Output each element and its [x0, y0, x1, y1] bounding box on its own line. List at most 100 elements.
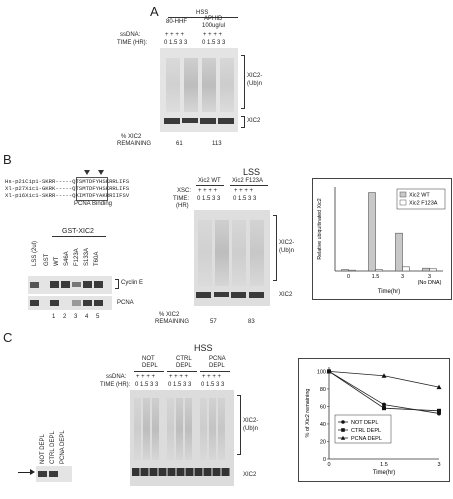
- remaining-label-b1: % XIC2: [159, 312, 180, 318]
- legend-label: NOT DEPL: [351, 420, 378, 426]
- group-line: [200, 371, 230, 372]
- cyclin-blot: [28, 276, 112, 294]
- bar: [348, 269, 356, 272]
- xic2-label-c: XIC2: [243, 472, 257, 478]
- xic2-ub-label-a: XIC2-: [247, 73, 263, 79]
- times-row-c2: 0 1.5 3 3: [168, 382, 192, 388]
- seq-name: Hs-p21Cip1-: [5, 178, 42, 185]
- x-tick-label: 3: [401, 274, 404, 280]
- remaining-a-1: 61: [176, 141, 183, 147]
- xic2-ub-label-b: XIC2-: [279, 240, 295, 246]
- line-chart: 0 20 40 60 80 100 0 1.5 3 Time(hr) % of Xic2 remai…: [305, 367, 442, 476]
- xic2-ub-label-b2: (Ub)n: [279, 248, 295, 254]
- arrow-down-icon: [84, 170, 90, 175]
- lane-label: CTRL DEPL: [50, 431, 56, 464]
- remaining-b-1: 57: [210, 319, 217, 325]
- lss-title: LSS: [243, 167, 261, 177]
- xsc-label: XSC:: [177, 188, 192, 194]
- x-axis-label: Time(hr): [373, 470, 395, 476]
- ub-bracket-c: [237, 395, 241, 455]
- pcna-blot: [28, 296, 112, 310]
- hr-label-b: (HR): [176, 203, 189, 209]
- legend-marker: [340, 435, 346, 440]
- times-row-c1: 0 1.5 3 3: [135, 382, 159, 388]
- xic2-bracket-a: [241, 116, 245, 128]
- data-point: [326, 368, 332, 374]
- lane-label: T60A: [94, 251, 100, 266]
- legend-marker: [341, 420, 345, 424]
- lane-label: GST: [44, 253, 50, 266]
- lane-label: S46A: [64, 251, 70, 266]
- legend-label: Xic2 F123A: [409, 201, 438, 207]
- remaining-label-a1: % XIC2: [121, 134, 142, 140]
- x-tick-label: 0: [327, 462, 330, 468]
- y-tick-label: 40: [320, 422, 326, 428]
- time-label-c: TIME (HR):: [100, 382, 131, 388]
- group-2-label-b: DEPL: [176, 363, 192, 369]
- plus-row-b1: + + + +: [198, 188, 218, 194]
- plus-row-b2: + + + +: [234, 188, 254, 194]
- f123a-line: [230, 185, 268, 186]
- legend-label: CTRL DEPL: [351, 428, 381, 434]
- condition-1: 80-HHF: [166, 19, 188, 25]
- group-1-label-b: DEPL: [142, 363, 158, 369]
- arrow-down-icon: [98, 170, 104, 175]
- legend-label: PCNA DEPL: [351, 436, 382, 442]
- plus-row-2: + + + +: [203, 32, 223, 38]
- y-axis-label: Relative ubiquitinated Xic2: [317, 198, 323, 259]
- xic2-ub-label-c: XIC2-: [243, 418, 259, 424]
- seq-residues: SKRR-----QKIMTDFYAKRRIIFSV: [41, 192, 130, 199]
- panel-c-label: C: [3, 330, 13, 345]
- plus-row-c2: + + + +: [169, 374, 189, 380]
- plus-row-c3: + + + +: [202, 374, 222, 380]
- lane-number: 4: [85, 314, 89, 320]
- line-chart-frame: 0 20 40 60 80 100 0 1.5 3 Time(hr) % of Xic2 remai…: [298, 358, 450, 482]
- hss-title: HSS: [194, 343, 213, 353]
- lane-label: F123A: [74, 248, 80, 266]
- group-line: [134, 371, 164, 372]
- y-tick-label: 0: [323, 457, 326, 463]
- data-point: [381, 373, 387, 378]
- remaining-a-2: 113: [212, 141, 222, 147]
- x-tick-label: 1.5: [380, 462, 388, 468]
- condition-2: APHID: [204, 16, 223, 22]
- xic2-f123a-label: Xic2 F123A: [232, 178, 264, 184]
- x-axis-label: Time(hr): [378, 289, 400, 295]
- x-tick-label: 3: [428, 274, 431, 280]
- lane-number: 2: [63, 314, 67, 320]
- group-1-label: NOT: [142, 356, 155, 362]
- lane-label: PCNA DEPL: [60, 430, 66, 464]
- bar: [429, 268, 437, 272]
- gst-line: [52, 236, 106, 237]
- bar: [368, 192, 376, 272]
- times-row-b2: 0 1.5 3 3: [233, 196, 257, 202]
- plus-row-1: + + + +: [165, 32, 185, 38]
- legend-swatch: [399, 199, 407, 206]
- data-point: [436, 384, 442, 390]
- pcna-binding-box: [76, 177, 108, 201]
- gel-panel-b: [194, 210, 270, 306]
- pcna-label: PCNA: [117, 300, 134, 306]
- x-tick-label: 0: [347, 274, 350, 280]
- ssdna-label: ssDNA:: [120, 32, 141, 38]
- times-row-c3: 0 1.5 3 3: [201, 382, 225, 388]
- y-tick-label: 20: [320, 439, 326, 445]
- seq-residues: GKRK-----QTSMTDFYHSKRRLIFS: [41, 185, 130, 192]
- panel-b-label: B: [3, 152, 12, 167]
- xic2-label-b: XIC2: [279, 292, 293, 298]
- gel-panel-a: [160, 48, 238, 132]
- data-point: [382, 402, 386, 407]
- group-2-label: CTRL: [176, 356, 192, 362]
- bar-chart: 0 1.5 3 3(No DNA)Time(hr)Relative ubiquitin…: [317, 187, 446, 295]
- bar: [422, 267, 430, 272]
- wt-line: [196, 185, 224, 186]
- arrow-right-icon: [18, 472, 32, 473]
- seq-name: Xl-p16Xic1-: [5, 192, 42, 199]
- legend-box: [396, 188, 446, 210]
- group-3-label-b: DEPL: [209, 363, 225, 369]
- time-label: TIME (HR):: [117, 40, 148, 46]
- ub-bracket-b: [273, 215, 277, 281]
- legend-swatch: [399, 191, 407, 198]
- bar: [341, 269, 349, 272]
- seq-residues: SKRR-----QTSMTDFYHSKRRLIFS: [41, 178, 130, 185]
